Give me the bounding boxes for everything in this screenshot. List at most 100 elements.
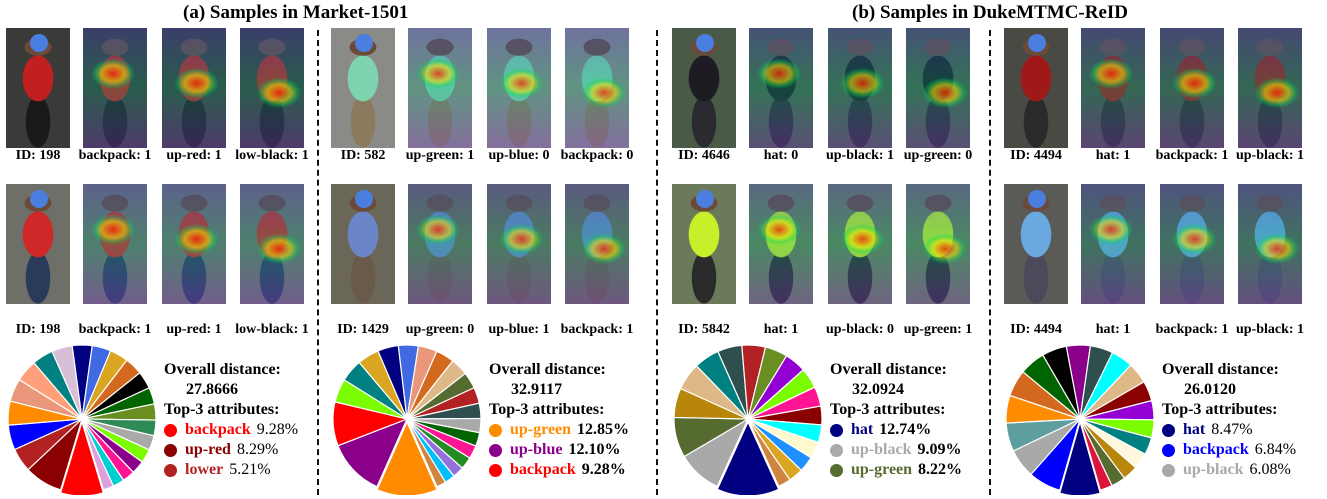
pie-slice — [747, 418, 791, 488]
top-attribute-item: backpack 9.28% — [164, 420, 298, 440]
distance-pie-chart — [7, 344, 157, 495]
attention-heatmap — [1081, 28, 1145, 148]
attention-heatmap — [565, 184, 629, 304]
attribute-caption: up-blue: 1 — [488, 322, 550, 337]
attribute-caption: backpack: 1 — [78, 148, 152, 163]
legend-dot-icon — [1162, 443, 1175, 457]
attribute-caption: low-black: 1 — [235, 322, 309, 337]
attribute-caption: hat: 1 — [1095, 148, 1131, 163]
top-attribute-item: hat 8.47% — [1162, 420, 1296, 440]
attribute-caption: backpack: 1 — [560, 322, 634, 337]
attribute-name: backpack — [1183, 441, 1249, 458]
attribute-caption: backpack: 1 — [78, 322, 152, 337]
legend-dot-icon — [830, 463, 843, 477]
pie-slice — [1059, 419, 1101, 495]
attribute-name: lower — [185, 461, 224, 478]
id-caption: ID: 5842 — [678, 322, 730, 337]
attention-heatmap — [1081, 184, 1145, 304]
face-blur-icon — [355, 190, 373, 208]
top-attribute-item: up-black 6.08% — [1162, 460, 1296, 480]
top-attribute-item: up-black 9.09% — [830, 440, 962, 460]
overall-distance-value: 32.9117 — [511, 381, 563, 398]
id-caption: ID: 4646 — [678, 148, 730, 163]
attribute-percentage: 12.74% — [879, 421, 932, 438]
attribute-caption: up-red: 1 — [166, 322, 222, 337]
divider-inner-left — [317, 30, 319, 495]
divider-center — [656, 30, 658, 495]
id-caption: ID: 4494 — [1010, 148, 1062, 163]
legend-dot-icon — [1162, 423, 1175, 437]
face-blur-icon — [30, 190, 48, 208]
attention-heatmap — [240, 184, 304, 304]
attention-heatmap — [828, 184, 892, 304]
attribute-percentage: 8.47% — [1211, 421, 1253, 438]
attribute-name: up-red — [185, 441, 231, 458]
attribute-caption: up-green: 1 — [903, 322, 973, 337]
distance-stats: Overall distance: 26.0120 Top-3 attribut… — [1162, 360, 1296, 480]
distance-pie-chart — [1005, 344, 1155, 495]
attention-heatmap — [1238, 28, 1302, 148]
attribute-caption: up-black: 1 — [1235, 322, 1305, 337]
face-blur-icon — [355, 34, 373, 52]
attribute-percentage: 8.22% — [918, 461, 963, 478]
divider-inner-right — [989, 30, 991, 495]
attention-heatmap — [487, 28, 551, 148]
id-caption: ID: 1429 — [337, 322, 389, 337]
distance-stats: Overall distance: 32.0924 Top-3 attribut… — [830, 360, 962, 480]
legend-dot-icon — [489, 423, 502, 437]
attribute-percentage: 6.84% — [1254, 441, 1297, 458]
attention-heatmap — [906, 28, 970, 148]
attention-heatmap — [240, 28, 304, 148]
attribute-name: up-green — [510, 421, 572, 438]
attribute-caption: up-red: 1 — [166, 148, 222, 163]
id-caption: ID: 582 — [340, 148, 386, 163]
attention-heatmap — [408, 184, 472, 304]
legend-dot-icon — [164, 463, 177, 477]
attention-heatmap — [565, 28, 629, 148]
pie-slice — [59, 419, 105, 495]
face-blur-icon — [30, 34, 48, 52]
legend-dot-icon — [830, 423, 843, 437]
pie-slice — [716, 420, 780, 495]
attribute-percentage: 5.21% — [229, 461, 271, 478]
pie-slice — [337, 417, 409, 488]
distance-stats: Overall distance: 32.9117 Top-3 attribut… — [489, 360, 629, 480]
top-attributes-label: Top-3 attributes: — [164, 401, 280, 418]
attribute-caption: backpack: 0 — [560, 148, 634, 163]
attribute-name: hat — [851, 421, 874, 438]
attribute-caption: hat: 1 — [1095, 322, 1131, 337]
top-attribute-item: up-green 12.85% — [489, 420, 629, 440]
overall-distance-value: 32.0924 — [852, 381, 904, 398]
attribute-caption: hat: 0 — [763, 148, 799, 163]
attribute-name: backpack — [185, 421, 251, 438]
attention-heatmap — [828, 28, 892, 148]
overall-distance-value: 27.8666 — [186, 381, 238, 398]
overall-distance-label: Overall distance: — [164, 361, 281, 378]
attribute-caption: up-black: 1 — [1235, 148, 1305, 163]
attention-heatmap — [1238, 184, 1302, 304]
attention-heatmap — [906, 184, 970, 304]
top-attribute-item: backpack 6.84% — [1162, 440, 1296, 460]
face-blur-icon — [1028, 34, 1046, 52]
attribute-caption: up-black: 1 — [825, 148, 895, 163]
pie-slice — [81, 418, 115, 491]
overall-distance-label: Overall distance: — [830, 361, 947, 378]
legend-dot-icon — [164, 443, 177, 457]
attribute-caption: backpack: 1 — [1155, 322, 1229, 337]
attribute-name: backpack — [510, 461, 576, 478]
top-attributes-label: Top-3 attributes: — [830, 401, 946, 418]
distance-pie-chart — [332, 344, 482, 495]
attribute-caption: backpack: 1 — [1155, 148, 1229, 163]
attribute-percentage: 9.28% — [581, 461, 626, 478]
attribute-caption: low-black: 1 — [235, 148, 309, 163]
top-attribute-item: up-blue 12.10% — [489, 440, 629, 460]
attribute-name: up-black — [1183, 461, 1244, 478]
attribute-percentage: 8.29% — [236, 441, 279, 458]
face-blur-icon — [696, 190, 714, 208]
attention-heatmap — [408, 28, 472, 148]
panel-title-market: (a) Samples in Market-1501 — [183, 2, 409, 23]
panel-title-duke: (b) Samples in DukeMTMC-ReID — [852, 2, 1129, 23]
id-caption: ID: 4494 — [1010, 322, 1062, 337]
top-attributes-label: Top-3 attributes: — [489, 401, 605, 418]
id-caption: ID: 198 — [15, 322, 61, 337]
